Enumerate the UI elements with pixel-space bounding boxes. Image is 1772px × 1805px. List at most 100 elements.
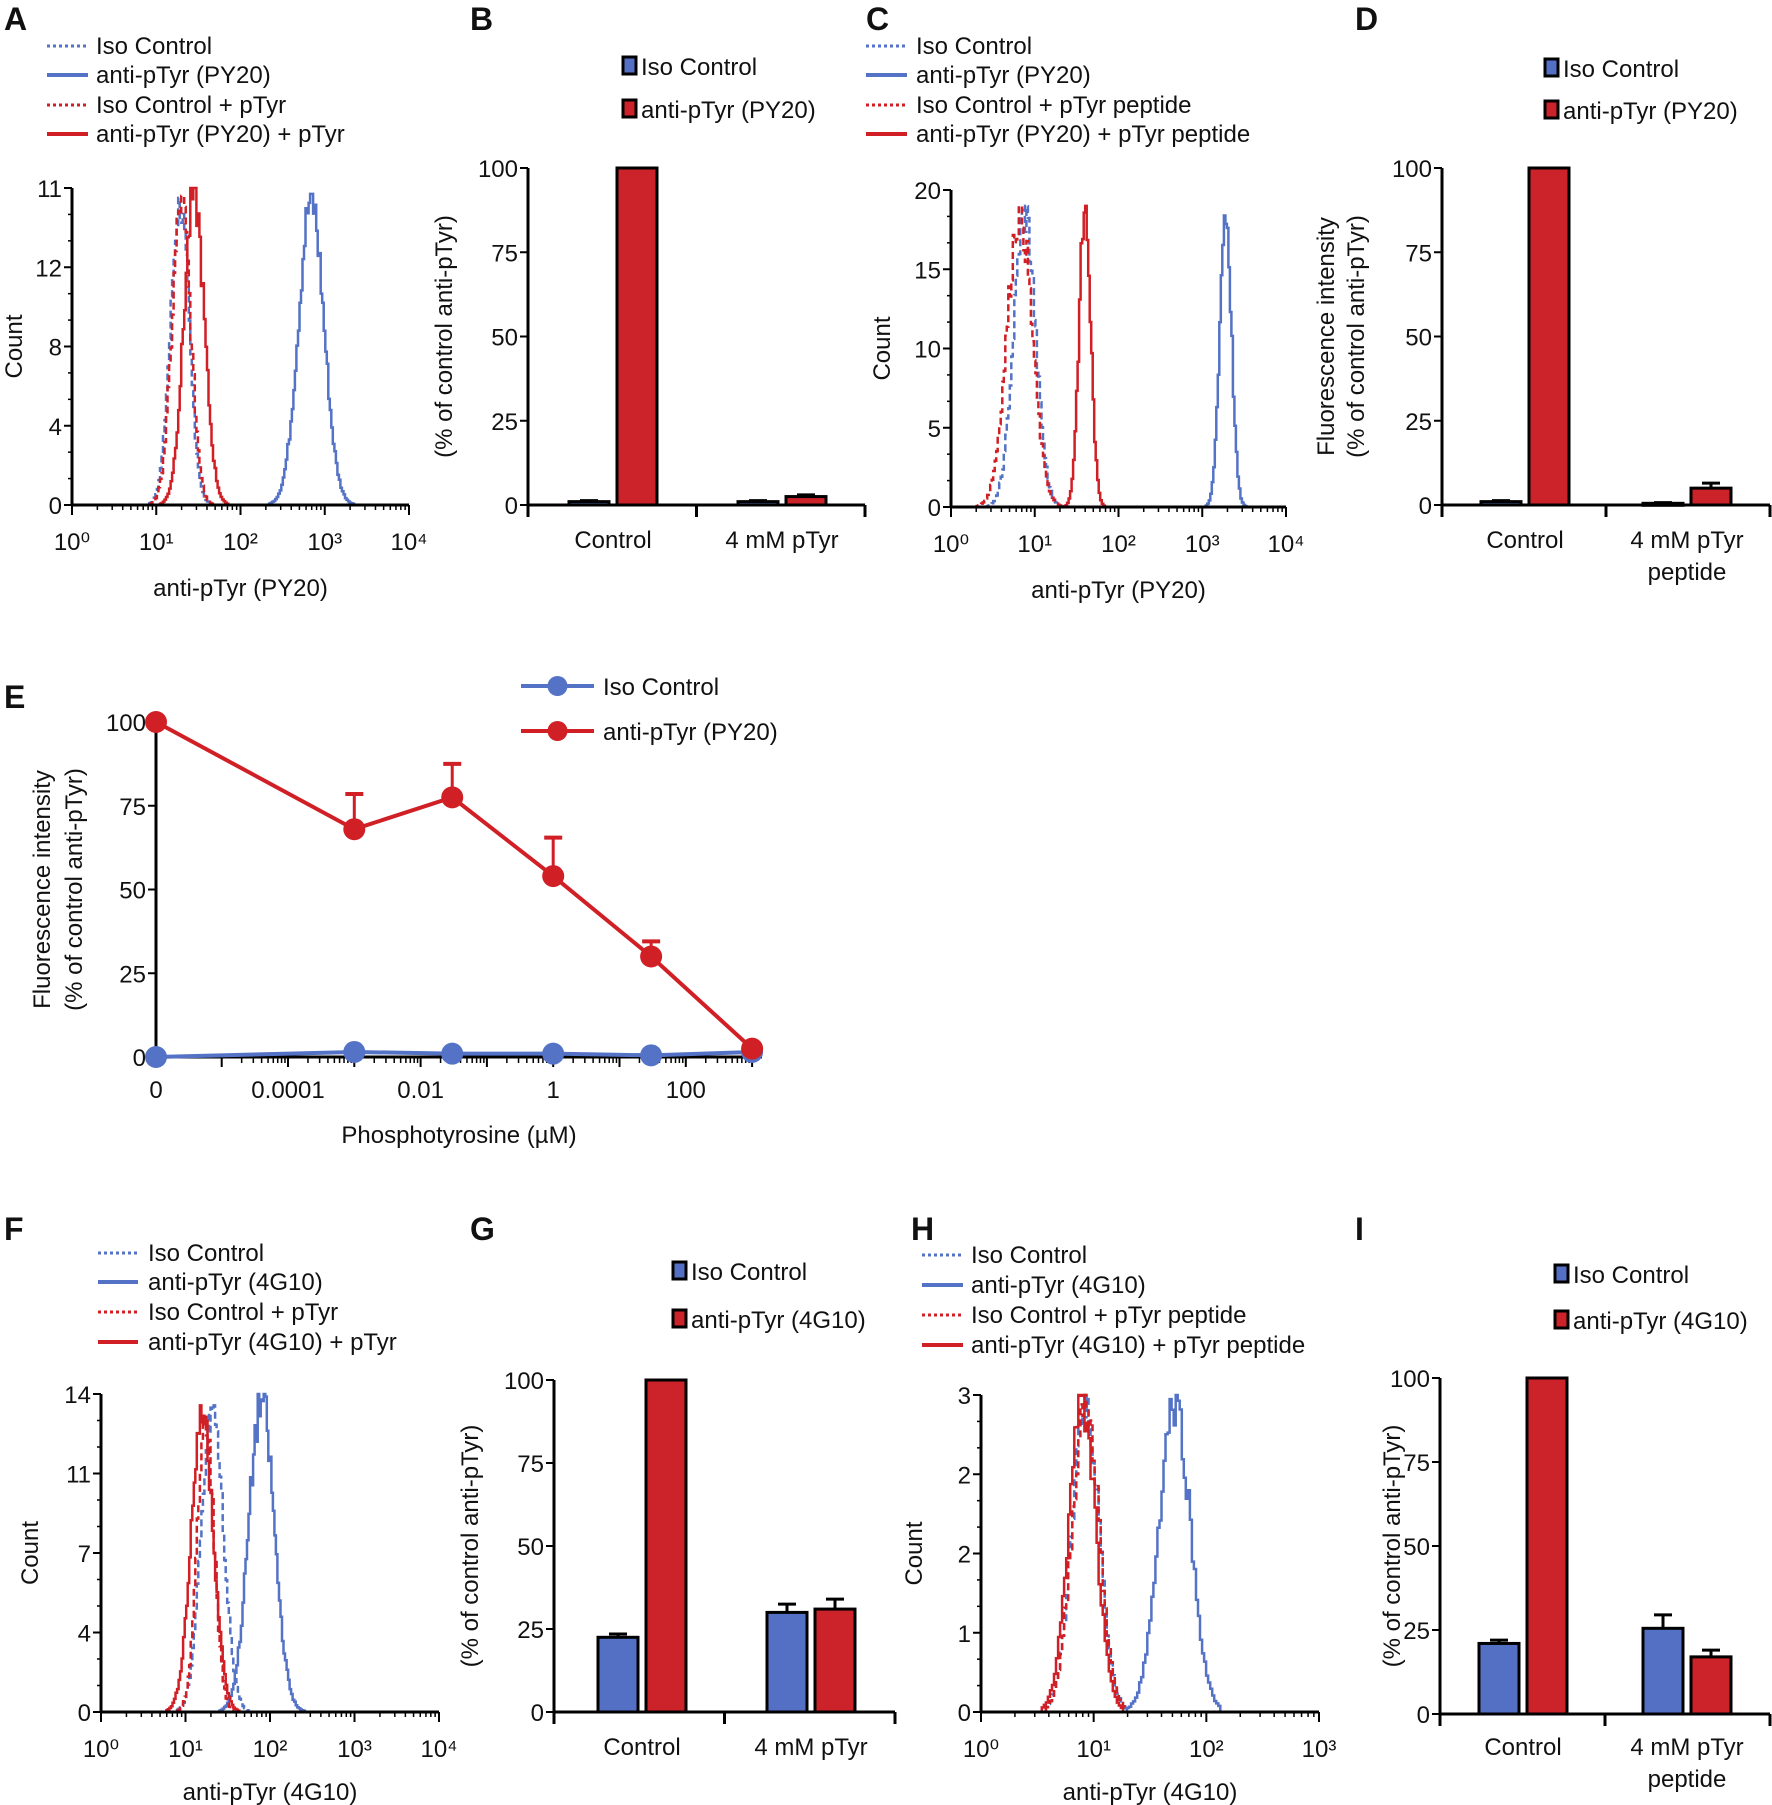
bar [813,1607,857,1714]
y-tick-label: 10 [914,337,941,364]
bar [615,166,659,507]
panel-i-bar-chart: I 0 25 50 75 100 Control 4 mM pTyr peptide (% of … [1355,1211,1772,1793]
legend-label: anti-pTyr (PY20) [96,62,271,89]
y-tick-label: 50 [1403,1534,1430,1561]
y-tick-label: 4 [78,1621,91,1648]
y-tick-label: 11 [66,1462,91,1489]
panel-letter: C [866,1,889,37]
legend-label: anti-pTyr (4G10) + pTyr peptide [971,1332,1305,1359]
legend-label: anti-pTyr (PY20) [641,97,816,124]
data-point [145,711,167,733]
legend-label: Iso Control [691,1259,807,1286]
legend-label: Iso Control [148,1240,264,1267]
panel-letter: G [470,1211,495,1247]
y-tick-label: 75 [119,794,146,821]
x-tick-label: 100 [666,1077,706,1104]
bar [1641,1626,1685,1716]
data-point [542,865,565,888]
y-tick-label: 0 [1417,1702,1430,1729]
panel-f-histogram: F 0 4 7 11 14 10⁰ 10¹ 10² 10³ 10⁴ anti-pTyr (4G10) C… [4,1211,458,1805]
legend-swatch [671,1260,688,1281]
data-point [441,1042,464,1065]
x-tick-label: 10⁴ [1267,531,1304,558]
category-label: Control [1486,527,1563,554]
y-tick-label: 75 [1403,1450,1430,1477]
y-tick-label: 8 [49,335,62,362]
y-tick-label: 5 [928,416,941,443]
data-point [542,1042,565,1065]
x-tick-label: 10¹ [139,529,174,556]
panel-d-bar-chart: D 0 25 50 75 100 Control 4 mM pTyr peptide Fluore… [1313,1,1772,586]
legend-label: Iso Control [971,1242,1087,1269]
panel-letter: B [470,1,493,37]
legend-label: anti-pTyr (PY20) [1563,98,1738,125]
panel-letter: I [1355,1211,1364,1247]
y-tick-label: 4 [49,414,62,441]
x-axis-label: Phosphotyrosine (µM) [341,1122,576,1149]
x-tick-label: 10³ [337,1736,372,1763]
y-tick-label: 0 [531,1700,544,1727]
bar [765,1610,809,1714]
histogram-curve-2 [101,1392,439,1714]
histogram-curve-2 [981,1393,1319,1714]
y-tick-label: 0 [1419,493,1432,520]
x-axis-label: anti-pTyr (PY20) [153,575,328,602]
panel-letter: H [911,1211,934,1247]
y-tick-label: 25 [119,961,146,988]
y-tick-label: 12 [35,255,62,282]
y-tick-label: 0 [49,493,62,520]
y-tick-label: 75 [491,240,518,267]
panel-letter: A [4,1,27,37]
y-axis-label: (% of control anti-pTyr) [431,215,458,458]
y-tick-label: 50 [119,878,146,905]
y-tick-label: 100 [106,710,146,737]
histogram-curve-1 [951,204,1286,509]
series-line [155,720,754,1051]
bar [644,1378,688,1714]
legend-swatch [621,55,638,76]
data-point [343,1040,366,1063]
bar [596,1635,640,1714]
histogram-curve-1 [72,196,409,507]
y-tick-label: 50 [517,1534,544,1561]
histogram-curve-4 [951,204,1286,509]
x-tick-label: 10³ [1302,1736,1337,1763]
legend-label: Iso Control + pTyr [96,92,286,119]
bar [1477,1641,1521,1716]
x-tick-label: 10⁰ [933,531,969,558]
legend-label: Iso Control [641,54,757,81]
category-label: peptide [1648,559,1727,586]
y-tick-label: 100 [478,156,518,183]
y-tick-label: 25 [491,409,518,436]
legend: Iso Control anti-pTyr (4G10) Iso Control +… [922,1242,1305,1359]
x-tick-label: 10⁰ [963,1736,999,1763]
y-tick-label: 50 [1405,325,1432,352]
panel-g-bar-chart: G 0 25 50 75 100 Control 4 mM pTyr (% of control… [457,1211,897,1761]
histogram-curve-2 [72,192,409,507]
legend-marker [547,721,568,741]
x-tick-label: 0 [149,1077,162,1104]
bar [1689,1655,1733,1716]
x-tick-label: 10³ [307,529,342,556]
x-tick-label: 0.0001 [251,1077,324,1104]
x-tick-label: 10¹ [1017,531,1052,558]
y-tick-label: 2 [958,1542,971,1569]
x-tick-label: 10⁰ [83,1736,119,1763]
y-tick-label: 75 [1405,240,1432,267]
histogram-curve-4 [981,1393,1319,1714]
y-tick-label: 3 [958,1383,971,1410]
legend-swatch [1553,1263,1570,1284]
legend-label: Iso Control [96,33,212,60]
panel-letter: F [4,1211,24,1247]
legend-label: anti-pTyr (PY20) + pTyr [96,121,345,148]
legend: Iso Control anti-pTyr (4G10) [1553,1262,1748,1335]
x-tick-label: 10² [1101,531,1136,558]
histogram-curve-3 [951,204,1286,509]
category-label: Control [603,1734,680,1761]
data-point [640,945,663,968]
legend: Iso Control anti-pTyr (PY20) [621,54,816,124]
panel-letter: E [4,679,25,715]
data-point [343,818,366,841]
